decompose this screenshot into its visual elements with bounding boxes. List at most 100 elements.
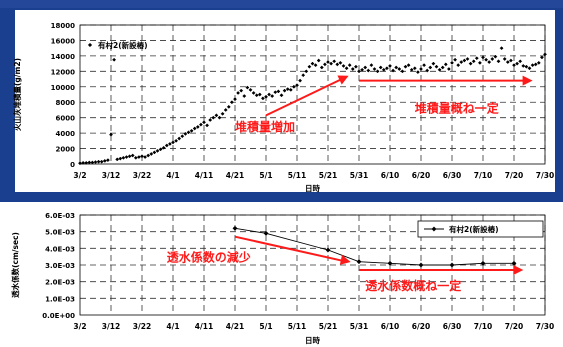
chart1-xtick-label: 5/31 — [350, 171, 368, 180]
chart1-data-point — [313, 63, 318, 68]
chart1-xtick-label: 6/20 — [412, 171, 430, 180]
chart1-data-point — [102, 158, 107, 163]
chart1-data-point — [229, 100, 234, 105]
chart2-xtick-label: 7/30 — [536, 322, 554, 331]
chart1-data-point — [338, 60, 343, 65]
chart1-ytick-label: 10000 — [51, 84, 75, 92]
chart2-ytick-label: 4.0E-03 — [45, 245, 75, 253]
chart1-data-point — [332, 59, 337, 64]
chart1-data-point — [205, 123, 210, 128]
chart1-data-point — [295, 83, 299, 88]
chart1-ytick-label: 8000 — [56, 99, 76, 107]
chart1-xtick-label: 3/12 — [102, 171, 120, 180]
chart2-ytick-label: 6.0E-03 — [45, 212, 75, 220]
chart2-xtick-label: 4/1 — [166, 322, 179, 331]
chart1-annotation-increase: 堆積量増加 — [235, 119, 295, 134]
ash-deposit-chart: 0 2000 4000 6000 8000 10000 12000 14000 16000 180… — [12, 10, 555, 193]
chart1-data-point — [378, 65, 383, 70]
chart2-ytick-label: 3.0E-03 — [45, 262, 75, 270]
chart2-data-point — [449, 262, 455, 268]
chart2-xtick-label: 7/20 — [505, 322, 523, 331]
chart1-xtick-label: 6/10 — [381, 171, 399, 180]
chart2-annotation-decrease: 透水係数の減少 — [167, 250, 251, 265]
chart1-data-point — [400, 69, 405, 74]
chart1-data-point — [226, 104, 231, 109]
chart1-data-point — [434, 64, 439, 69]
chart1-data-point — [347, 63, 352, 68]
chart1-y-axis-title: 火山灰堆積量(g/m2) — [12, 58, 22, 131]
chart1-data-point — [211, 115, 216, 120]
chart1-data-point — [437, 67, 442, 72]
chart2-legend-label: 有村2(新設樁) — [449, 224, 499, 234]
chart2-decrease-arrowhead — [339, 254, 351, 265]
chart1-data-point — [140, 154, 144, 159]
chart1-data-point — [512, 63, 516, 68]
chart2-xtick-label: 5/11 — [288, 322, 306, 331]
chart2-data-point — [418, 262, 424, 268]
chart1-data-point — [468, 61, 473, 66]
chart1-data-point — [329, 61, 334, 66]
chart2-xtick-label: 5/1 — [259, 322, 272, 331]
chart1-data-point — [440, 65, 445, 70]
chart1-data-point — [481, 55, 485, 60]
chart1-data-point — [425, 68, 430, 73]
chart1-data-point — [372, 67, 377, 71]
chart1-data-point — [223, 107, 228, 112]
chart1-increase-arrow-shaft — [265, 75, 348, 117]
chart1-data-point — [195, 124, 200, 129]
chart1-data-point — [121, 155, 126, 160]
chart1-data-point — [363, 65, 368, 70]
chart1-data-point — [242, 94, 247, 98]
chart1-data-point — [236, 91, 241, 95]
chart1-data-point — [319, 65, 324, 70]
chart2-ytick-label: 2.0E-03 — [45, 279, 75, 287]
chart1-data-point — [183, 131, 188, 136]
chart1-data-point — [326, 60, 330, 65]
chart1-xtick-label: 5/21 — [319, 171, 337, 180]
chart1-data-point — [239, 88, 244, 93]
chart1-data-point — [164, 143, 169, 148]
chart1-data-point — [189, 128, 194, 133]
chart2-xtick-label: 6/20 — [412, 322, 430, 331]
chart1-data-point — [415, 70, 420, 75]
chart1-data-point — [443, 62, 448, 67]
chart2-ytick-label: 5.0E-03 — [45, 229, 75, 237]
chart1-data-point — [471, 59, 476, 64]
chart1-data-point — [316, 58, 321, 63]
chart1-data-point — [543, 52, 547, 57]
chart1-data-point — [446, 67, 451, 71]
chart1-data-point — [264, 94, 268, 99]
chart1-data-point — [505, 60, 510, 65]
chart1-data-point — [350, 67, 355, 71]
chart1-data-point — [502, 57, 507, 61]
chart1-data-point — [369, 63, 374, 68]
chart1-data-point — [459, 60, 464, 65]
chart1-data-point — [233, 97, 237, 102]
chart1-data-point — [217, 115, 222, 120]
chart1-ytick-label: 16000 — [51, 37, 75, 45]
chart1-data-point — [384, 66, 389, 71]
chart1-data-point — [220, 111, 225, 116]
chart1-data-point — [167, 141, 172, 146]
chart1-data-point — [273, 90, 278, 95]
chart1-data-point — [186, 130, 191, 135]
chart1-data-point — [251, 91, 256, 95]
chart1-data-point — [375, 69, 380, 74]
chart1-data-point — [419, 67, 423, 71]
chart1-xtick-label: 4/21 — [226, 171, 244, 180]
chart1-data-point — [161, 145, 166, 150]
chart1-data-point — [391, 68, 396, 73]
chart1-data-point — [87, 160, 92, 165]
chart1-data-point — [109, 132, 113, 137]
chart1-data-point — [428, 65, 433, 70]
chart1-data-point — [99, 159, 104, 164]
chart1-data-point — [270, 94, 275, 98]
chart2-xtick-label: 3/2 — [73, 322, 86, 331]
chart1-data-point — [93, 160, 98, 165]
chart1-data-point — [298, 78, 303, 83]
chart1-xtick-label: 4/1 — [166, 171, 179, 180]
chart2-y-axis-title: 透水係数(cm/sec) — [10, 232, 20, 298]
chart2-data-point — [480, 260, 486, 266]
chart1-data-point — [118, 156, 123, 161]
